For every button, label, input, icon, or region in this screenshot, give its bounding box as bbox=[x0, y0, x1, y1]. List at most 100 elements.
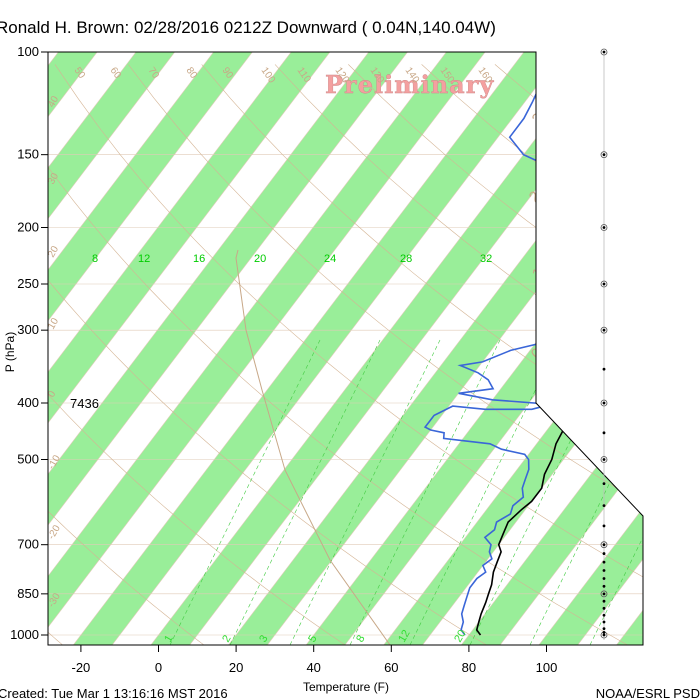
y-tick-label: 150 bbox=[17, 147, 39, 162]
mixing-ratio-bottom-label: 2 bbox=[220, 633, 233, 644]
temperature-band bbox=[48, 52, 428, 645]
height-label: 7436 bbox=[70, 396, 99, 411]
mixing-ratio-line bbox=[650, 340, 700, 645]
dry-adiabat bbox=[48, 64, 208, 645]
temperature-line bbox=[475, 52, 643, 636]
y-tick-label: 200 bbox=[17, 220, 39, 235]
isotherm-line bbox=[265, 52, 643, 645]
isotherm-line bbox=[48, 52, 157, 645]
wind-dot bbox=[602, 328, 606, 332]
temperature-band bbox=[149, 52, 643, 645]
wind-dot bbox=[602, 631, 606, 634]
mixing-ratio-label: 8 bbox=[92, 253, 98, 265]
wind-dot bbox=[602, 226, 606, 229]
isotherm-lines bbox=[48, 25, 700, 647]
dry-adiabat bbox=[48, 64, 349, 645]
isotherm-line bbox=[498, 52, 643, 645]
wind-dot bbox=[602, 577, 606, 580]
wind-dot bbox=[602, 504, 606, 508]
mixing-ratio-line bbox=[589, 339, 643, 645]
mixing-ratio-label: 24 bbox=[324, 253, 336, 265]
x-tick-label: -20 bbox=[72, 660, 91, 675]
wind-calm-circle bbox=[600, 280, 608, 288]
wind-dot bbox=[602, 282, 606, 286]
wind-dot bbox=[602, 482, 606, 486]
temperature-band bbox=[48, 52, 196, 645]
y-tick-label: 250 bbox=[17, 276, 39, 291]
watermark-preliminary: Preliminary bbox=[325, 70, 494, 99]
temperature-band bbox=[459, 52, 643, 645]
mixing-ratio-bottom-label: 3 bbox=[257, 633, 270, 644]
isotherm-line bbox=[48, 52, 429, 645]
mixing-ratio-bottom-label: 1 bbox=[162, 633, 175, 644]
y-tick-label: 300 bbox=[17, 322, 39, 337]
isotherm-line bbox=[536, 52, 643, 645]
mixing-ratio-label: 16 bbox=[193, 253, 205, 265]
parcel-trace bbox=[235, 249, 391, 645]
wind-dot bbox=[602, 599, 606, 603]
temperature-bands bbox=[48, 52, 643, 645]
x-tick-label: 20 bbox=[229, 660, 243, 675]
y-tick-label: 100 bbox=[17, 44, 39, 59]
dry-adiabat bbox=[48, 64, 491, 645]
plot-area: Preliminary 50 60 70 80 90 100 110 120 130 140 150… bbox=[46, 25, 700, 647]
x-tick-label: 100 bbox=[536, 660, 558, 675]
mixing-ratio-line bbox=[229, 339, 381, 645]
right-angle-label: 30 bbox=[529, 104, 553, 128]
left-angle-label: -20 bbox=[46, 523, 63, 541]
y-tick-label: 700 bbox=[17, 537, 39, 552]
mixing-ratio-line bbox=[169, 339, 321, 645]
isotherm-line bbox=[654, 25, 700, 647]
wind-dot bbox=[602, 627, 606, 630]
left-angle-label: 0 bbox=[46, 389, 59, 400]
mixing-ratio-bottom-label: 5 bbox=[306, 633, 319, 644]
mixing-ratio-bottom-label: 8 bbox=[354, 633, 367, 644]
mixing-ratio-label: 12 bbox=[138, 253, 150, 265]
chart-title: Ronald H. Brown: 02/28/2016 0212Z Downwa… bbox=[0, 18, 496, 37]
isotherm-line bbox=[48, 52, 196, 645]
isotherm-line bbox=[48, 52, 390, 645]
wind-dot bbox=[602, 458, 606, 461]
isotherm-line bbox=[110, 52, 584, 645]
mixing-ratio-labels: 8 12 16 20 24 28 32 bbox=[92, 253, 492, 265]
dry-adiabat bbox=[54, 64, 643, 645]
mixing-ratio-bottom-label: 20 bbox=[452, 628, 469, 645]
wind-calm-circle bbox=[600, 48, 608, 56]
wind-dot bbox=[602, 569, 606, 572]
wind-dot bbox=[602, 633, 606, 637]
temperature-band bbox=[48, 52, 351, 645]
wind-dot bbox=[602, 401, 606, 405]
plot-frame bbox=[47, 51, 644, 646]
mixing-ratio-label: 20 bbox=[254, 253, 266, 265]
wind-dot bbox=[602, 543, 606, 547]
mixing-ratio-line bbox=[289, 339, 441, 645]
isotherm-line bbox=[48, 52, 235, 645]
y-tick-label: 1000 bbox=[10, 627, 39, 642]
wind-calm-circle bbox=[600, 541, 608, 549]
wind-calm-circle bbox=[600, 151, 608, 159]
y-tick-label: 850 bbox=[17, 586, 39, 601]
wind-calm-circle bbox=[600, 224, 608, 231]
right-angle-label: -30 bbox=[619, 473, 646, 500]
x-tick-label: 60 bbox=[384, 660, 398, 675]
y-tick-label: 400 bbox=[17, 395, 39, 410]
wind-dot bbox=[602, 524, 606, 528]
isotherm-line bbox=[48, 52, 506, 645]
footer-created: Created: Tue Mar 1 13:16:16 MST 2016 bbox=[0, 686, 228, 700]
wind-dot bbox=[602, 431, 606, 435]
temperature-band bbox=[71, 52, 584, 645]
wind-dot bbox=[602, 50, 606, 54]
x-tick-label: 0 bbox=[155, 660, 162, 675]
wind-dot bbox=[602, 153, 606, 157]
right-angle-label: -10 bbox=[546, 393, 573, 420]
x-axis-label: Temperature (F) bbox=[303, 680, 389, 694]
mixing-ratio-line bbox=[529, 339, 643, 645]
temperature-band bbox=[48, 52, 506, 645]
y-axis-label: P (hPa) bbox=[3, 332, 17, 372]
wind-calm-circle bbox=[600, 399, 608, 407]
isotherm-line bbox=[459, 52, 643, 645]
wind-dot bbox=[602, 552, 606, 555]
mixing-ratio-label: 28 bbox=[400, 253, 412, 265]
wind-calm-circle bbox=[600, 590, 608, 598]
mixing-ratio-bottom-labels: 1 2 3 5 8 12 20 bbox=[162, 628, 469, 645]
